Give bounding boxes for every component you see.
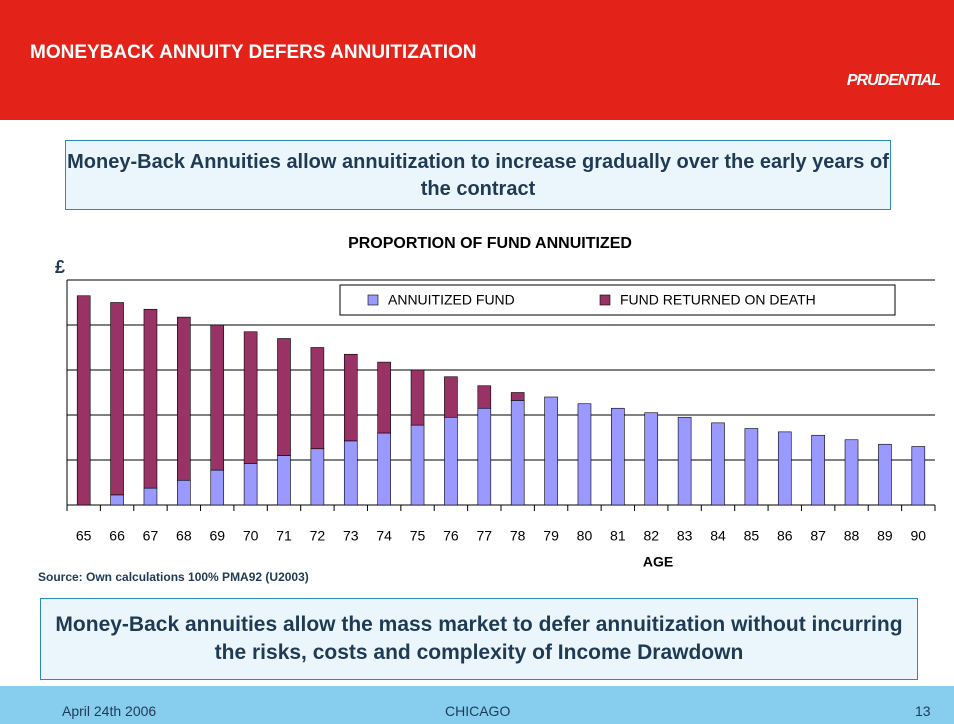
bar [510,392,525,401]
bar [577,403,592,506]
x-tick-label: 86 [777,528,793,544]
bar [811,434,825,506]
callout: Money-Back Annuities allow annuitization… [65,140,891,210]
bar [343,440,358,506]
x-tick-label: 83 [677,528,693,544]
x-tick-label: 77 [477,528,493,544]
x-tick-label: 65 [76,528,92,544]
slide-title: MONEYBACK ANNUITY DEFERS ANNUITIZATION [30,42,477,63]
x-tick-label: 88 [844,528,860,544]
x-tick-label: 67 [143,528,159,544]
legend-swatch [599,294,611,306]
bar [177,479,191,506]
x-tick-label: 74 [376,528,392,544]
bar [677,416,692,506]
legend-label: ANNUITIZED FUND [388,292,515,308]
bar [310,347,325,450]
bar [143,487,158,506]
legend-label: FUND RETURNED ON DEATH [620,292,816,308]
x-tick-label: 87 [810,528,826,544]
chart-title: PROPORTION OF FUND ANNUITIZED [348,235,632,252]
x-tick-label: 68 [176,528,192,544]
legend-swatch [367,294,379,306]
x-tick-label: 81 [610,528,626,544]
legend [339,284,896,316]
bar [844,439,859,506]
header: MONEYBACK ANNUITY DEFERS ANNUITIZATION P… [0,0,954,120]
bar [343,353,358,442]
x-tick-label: 78 [510,528,526,544]
x-tick-label: 72 [310,528,326,544]
bar [644,412,659,506]
bar [210,324,225,471]
bar [277,455,291,506]
x-tick-label: 90 [911,528,927,544]
bar [377,432,391,506]
x-tick-label: 84 [710,528,726,544]
bar [444,376,458,418]
x-axis-label: AGE [643,554,673,570]
x-tick-label: 69 [209,528,225,544]
x-tick-label: 75 [410,528,426,544]
x-tick-label: 85 [744,528,760,544]
bar [911,446,926,506]
x-tick-label: 89 [877,528,893,544]
bar [310,448,325,506]
source: Source: Own calculations 100% PMA92 (U20… [38,570,309,584]
page-number: 13 [915,703,931,719]
bar [143,308,158,489]
x-tick-label: 79 [543,528,559,544]
x-tick-label: 66 [109,528,125,544]
bar [878,443,892,506]
logo: PRUDENTIAL [846,72,941,89]
bar [510,400,525,506]
x-tick-label: 76 [443,528,459,544]
x-tick-label: 82 [643,528,659,544]
bar [110,302,124,496]
y-axis-label: £ [55,257,65,277]
bar [410,424,425,506]
x-tick-label: 80 [577,528,593,544]
bar [243,463,258,506]
footer-date: April 24th 2006 [62,703,157,719]
bar [243,331,258,464]
chart: PROPORTION OF FUND ANNUITIZED £ AGE 65 66… [55,235,936,570]
x-tick-label: 70 [243,528,259,544]
bar [377,361,391,434]
bar [544,396,558,506]
footer-location: CHICAGO [445,703,511,719]
bar [477,385,492,409]
footer: April 24th 2006 CHICAGO 13 [0,686,954,724]
bar [410,369,425,426]
bar [777,431,792,506]
bar [76,295,91,506]
bar [444,416,458,506]
x-tick-label: 73 [343,528,359,544]
callout: Money-Back annuities allow the mass mark… [40,598,918,680]
bar [177,316,191,481]
bar [611,407,625,506]
bar [210,469,225,506]
bar [744,428,759,506]
bar [711,422,725,506]
x-tick-label: 71 [276,528,292,544]
bar [277,338,291,456]
bar [477,407,492,506]
bar [110,494,124,506]
